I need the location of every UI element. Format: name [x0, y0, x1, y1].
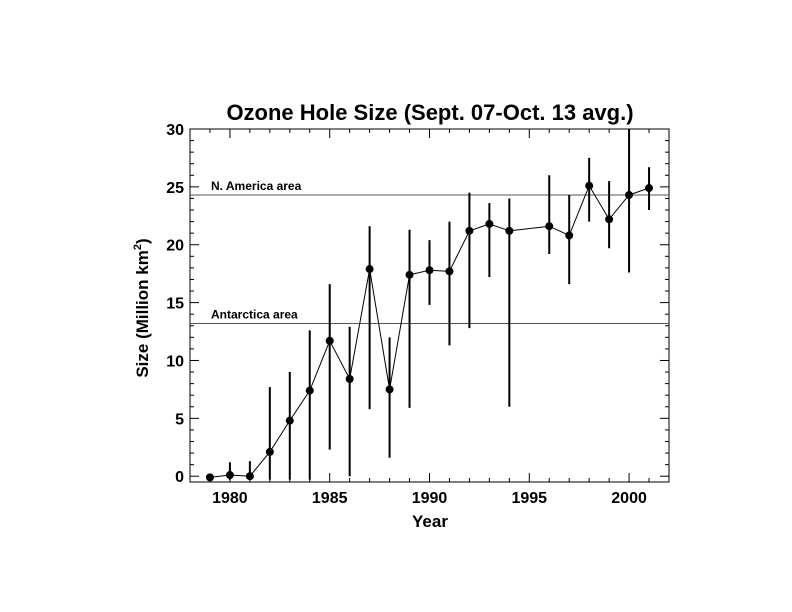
reference-line-label: Antarctica area: [211, 307, 298, 321]
data-point: [645, 184, 654, 193]
y-axis-title-main: Size (Million km: [133, 250, 152, 378]
data-point: [245, 472, 254, 481]
y-axis-title-close: ): [133, 238, 152, 244]
data-point: [345, 374, 354, 383]
data-point: [205, 473, 214, 482]
y-tick-label: 20: [166, 238, 184, 255]
data-point: [405, 270, 414, 279]
chart-title: Ozone Hole Size (Sept. 07-Oct. 13 avg.): [226, 100, 633, 125]
data-point: [505, 226, 514, 235]
x-tick-label: 1980: [212, 490, 248, 507]
data-point: [465, 226, 474, 235]
y-tick-label: 5: [175, 411, 184, 428]
data-point: [305, 386, 314, 395]
data-point: [385, 385, 394, 394]
data-point: [585, 181, 594, 190]
reference-line-label: N. America area: [211, 179, 302, 193]
data-point: [225, 471, 234, 480]
x-tick-label: 1990: [412, 490, 448, 507]
data-point: [625, 190, 634, 199]
data-point: [605, 215, 614, 224]
data-point: [325, 336, 334, 345]
data-point: [365, 265, 374, 274]
data-point: [425, 266, 434, 275]
series-line: [209, 184, 650, 478]
data-point: [285, 416, 294, 425]
y-tick-label: 25: [166, 180, 184, 197]
data-point: [265, 447, 274, 456]
y-tick-label: 30: [166, 122, 184, 139]
y-tick-label: 10: [166, 353, 184, 370]
data-point: [485, 219, 494, 228]
plot-area: 1980 1985 1990 1995 2000 0 5 10 15 20 25 30 N. Ameri…: [166, 122, 670, 507]
y-axis-title-superscript: 2: [132, 244, 144, 250]
x-tick-label: 1985: [312, 490, 348, 507]
x-tick-label: 2000: [611, 490, 647, 507]
x-axis-title: Year: [412, 512, 448, 531]
y-tick-label: 0: [175, 469, 184, 486]
x-tick-label: 1995: [511, 490, 547, 507]
y-axis-title: Size (Million km2): [132, 238, 152, 377]
y-tick-label: 15: [166, 296, 184, 313]
data-point: [445, 267, 454, 276]
data-point: [545, 222, 554, 231]
data-point: [565, 231, 574, 240]
